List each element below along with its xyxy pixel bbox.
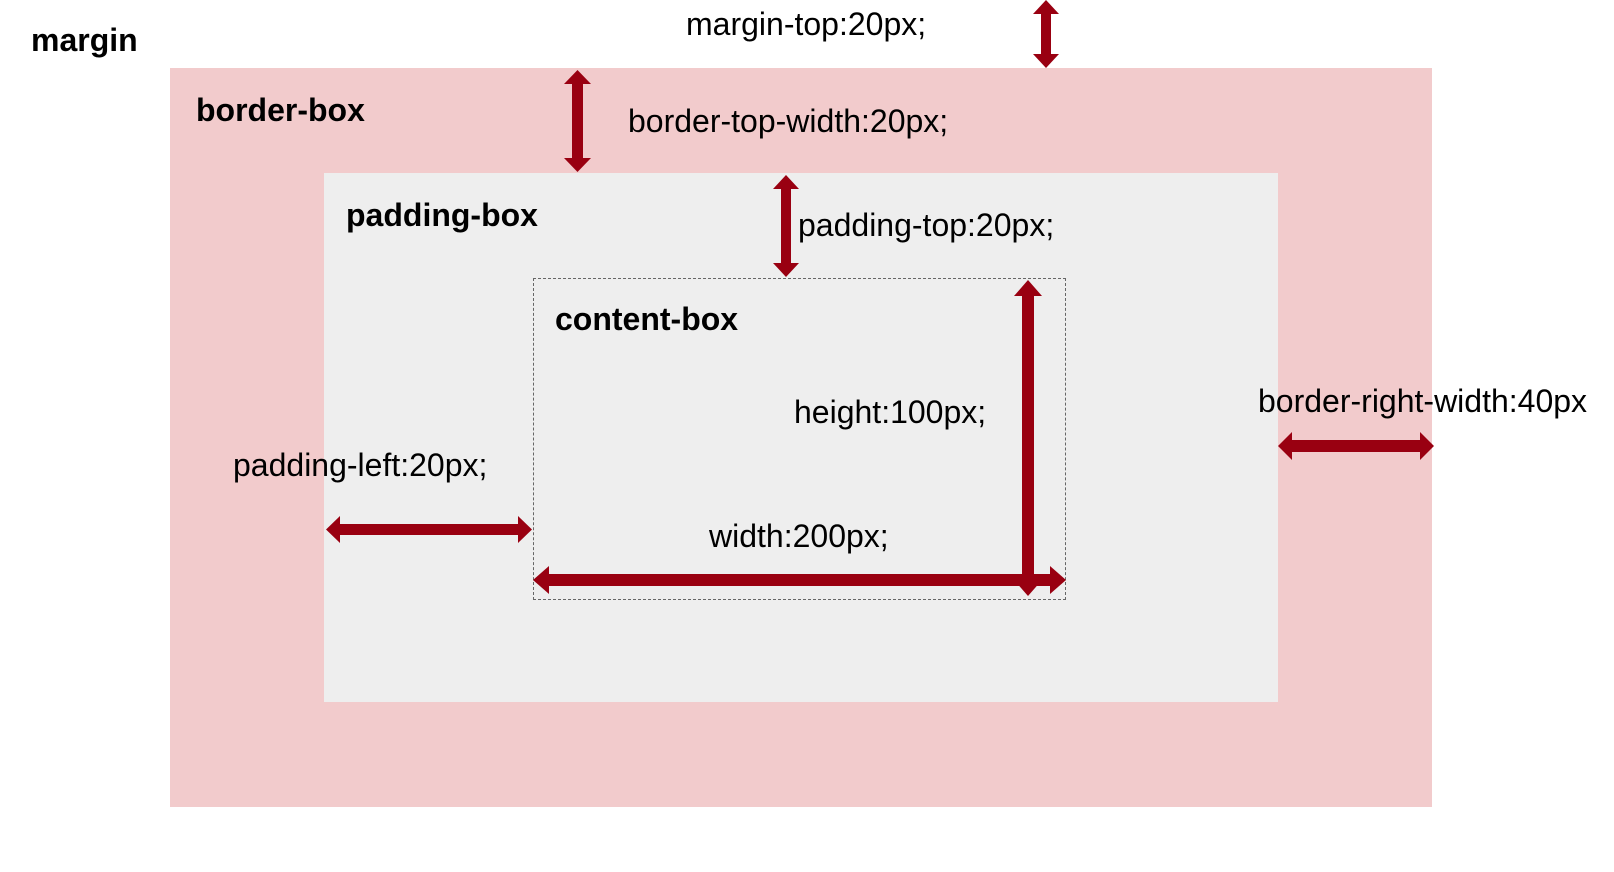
width-annotation: width:200px; — [709, 518, 889, 554]
padding-left-arrow — [326, 516, 532, 543]
border-top-width-annotation: border-top-width:20px; — [628, 103, 949, 139]
padding-top-annotation: padding-top:20px; — [798, 207, 1055, 243]
content-box-area — [533, 278, 1066, 600]
padding-top-arrow — [773, 175, 799, 277]
width-arrow — [533, 566, 1066, 594]
height-annotation: height:100px; — [794, 394, 987, 430]
border-box-label: border-box — [196, 92, 365, 128]
margin-label: margin — [31, 22, 138, 58]
margin-top-annotation: margin-top:20px; — [686, 6, 927, 42]
height-arrow — [1014, 280, 1042, 596]
border-top-width-arrow — [564, 70, 591, 172]
content-box-label: content-box — [555, 301, 739, 337]
padding-left-annotation: padding-left:20px; — [233, 447, 488, 483]
padding-box-area — [324, 173, 1278, 702]
border-right-width-annotation: border-right-width:40px — [1258, 383, 1588, 419]
margin-top-arrow — [1033, 0, 1059, 68]
padding-box-label: padding-box — [346, 197, 538, 233]
border-right-width-arrow — [1278, 432, 1434, 460]
